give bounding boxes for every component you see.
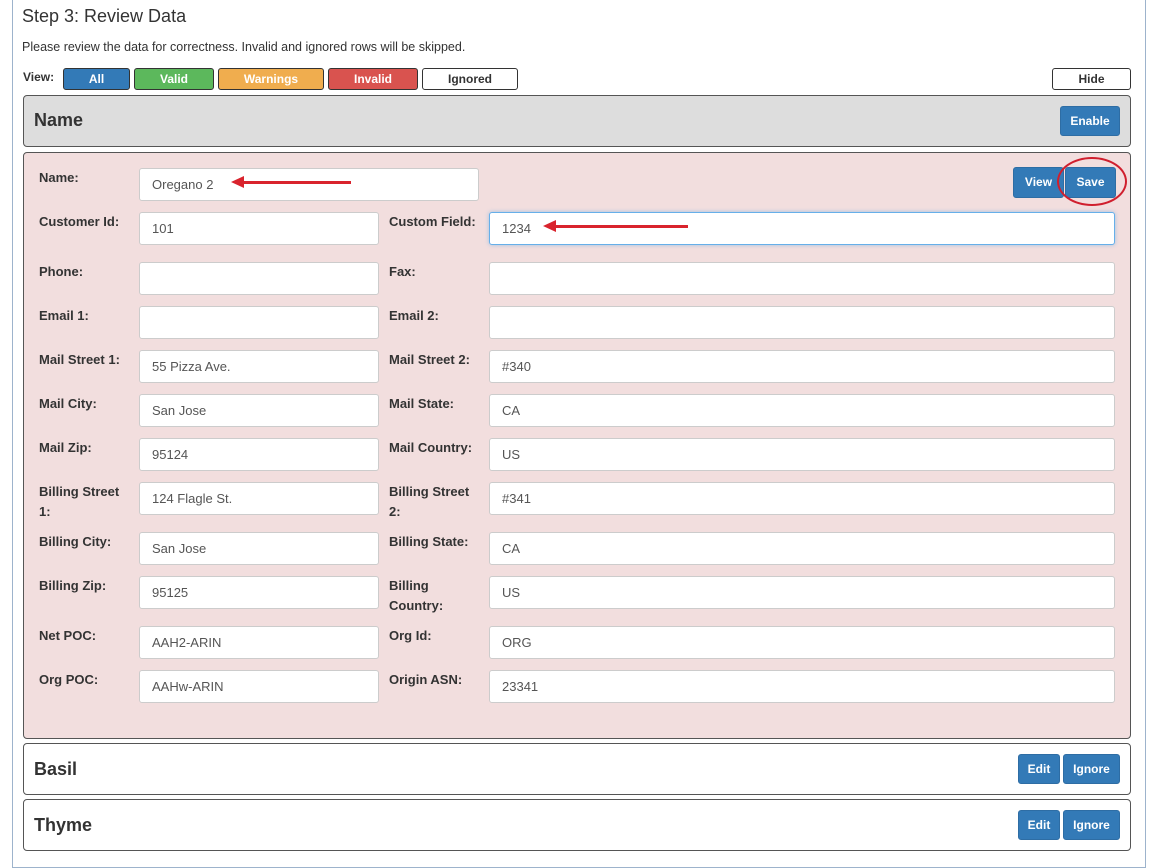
custom-field-input[interactable]: 1234 xyxy=(489,212,1115,245)
field-label-org-poc: Org POC: xyxy=(39,672,99,687)
field-label-org-id: Org Id: xyxy=(389,628,432,643)
mail-street-2-input[interactable]: #340 xyxy=(489,350,1115,383)
header-panel: Name Enable xyxy=(23,95,1131,147)
filter-ignored-button[interactable]: Ignored xyxy=(422,68,518,90)
net-poc-input[interactable]: AAH2-ARIN xyxy=(139,626,379,659)
field-label-email-1: Email 1: xyxy=(39,308,89,323)
filter-valid-button[interactable]: Valid xyxy=(134,68,214,90)
hide-button[interactable]: Hide xyxy=(1052,68,1131,90)
annotation-arrow-name xyxy=(231,176,351,188)
mail-street-1-input[interactable]: 55 Pizza Ave. xyxy=(139,350,379,383)
billing-street-2-input[interactable]: #341 xyxy=(489,482,1115,515)
field-label-mail-city: Mail City: xyxy=(39,396,97,411)
billing-street-1-input[interactable]: 124 Flagle St. xyxy=(139,482,379,515)
filter-invalid-button[interactable]: Invalid xyxy=(328,68,418,90)
field-label-billing-street-2: Billing Street 2: xyxy=(389,484,470,519)
record-title: Thyme xyxy=(34,815,93,835)
mail-zip-input[interactable]: 95124 xyxy=(139,438,379,471)
view-button[interactable]: View xyxy=(1013,167,1064,198)
mail-state-input[interactable]: CA xyxy=(489,394,1115,427)
field-label-customer-id: Customer Id: xyxy=(39,214,120,229)
field-label-custom-field: Custom Field: xyxy=(389,214,476,229)
edit-record-panel: Name: Oregano 2 View Save Customer Id: 10… xyxy=(23,152,1131,739)
record-title: Basil xyxy=(34,759,78,779)
filter-warnings-button[interactable]: Warnings xyxy=(218,68,324,90)
mail-country-input[interactable]: US xyxy=(489,438,1115,471)
field-label-mail-street-1: Mail Street 1: xyxy=(39,352,120,367)
field-label-mail-zip: Mail Zip: xyxy=(39,440,92,455)
email-2-input[interactable] xyxy=(489,306,1115,339)
page-title: Step 3: Review Data xyxy=(22,6,187,26)
org-poc-input[interactable]: AAHw-ARIN xyxy=(139,670,379,703)
record-panel-thyme: Thyme Edit Ignore xyxy=(23,799,1131,851)
edit-button[interactable]: Edit xyxy=(1018,810,1060,840)
billing-state-input[interactable]: CA xyxy=(489,532,1115,565)
fax-input[interactable] xyxy=(489,262,1115,295)
field-label-mail-country: Mail Country: xyxy=(389,440,473,455)
origin-asn-input[interactable]: 23341 xyxy=(489,670,1115,703)
mail-city-input[interactable]: San Jose xyxy=(139,394,379,427)
field-label-origin-asn: Origin ASN: xyxy=(389,672,463,687)
enable-button[interactable]: Enable xyxy=(1060,106,1120,136)
email-1-input[interactable] xyxy=(139,306,379,339)
field-label-mail-street-2: Mail Street 2: xyxy=(389,352,470,367)
field-label-billing-zip: Billing Zip: xyxy=(39,578,107,593)
annotation-arrow-custom-field xyxy=(543,220,688,232)
customer-id-input[interactable]: 101 xyxy=(139,212,379,245)
ignore-button[interactable]: Ignore xyxy=(1063,810,1120,840)
page-description: Please review the data for correctness. … xyxy=(22,40,466,54)
field-label-phone: Phone: xyxy=(39,264,84,279)
field-label-mail-state: Mail State: xyxy=(389,396,455,411)
record-panel-basil: Basil Edit Ignore xyxy=(23,743,1131,795)
ignore-button[interactable]: Ignore xyxy=(1063,754,1120,784)
field-label-billing-state: Billing State: xyxy=(389,534,469,549)
billing-zip-input[interactable]: 95125 xyxy=(139,576,379,609)
field-label-billing-country: Billing Country: xyxy=(389,578,444,613)
save-button[interactable]: Save xyxy=(1065,167,1116,198)
phone-input[interactable] xyxy=(139,262,379,295)
billing-country-input[interactable]: US xyxy=(489,576,1115,609)
view-filter-label: View: xyxy=(23,70,55,84)
field-label-net-poc: Net POC: xyxy=(39,628,97,643)
billing-city-input[interactable]: San Jose xyxy=(139,532,379,565)
field-label-fax: Fax: xyxy=(389,264,416,279)
header-panel-title: Name xyxy=(34,110,84,130)
field-label-email-2: Email 2: xyxy=(389,308,439,323)
field-label-name: Name: xyxy=(39,170,79,185)
edit-button[interactable]: Edit xyxy=(1018,754,1060,784)
name-input[interactable]: Oregano 2 xyxy=(139,168,479,201)
field-label-billing-street-1: Billing Street 1: xyxy=(39,484,120,519)
filter-all-button[interactable]: All xyxy=(63,68,130,90)
org-id-input[interactable]: ORG xyxy=(489,626,1115,659)
field-label-billing-city: Billing City: xyxy=(39,534,112,549)
